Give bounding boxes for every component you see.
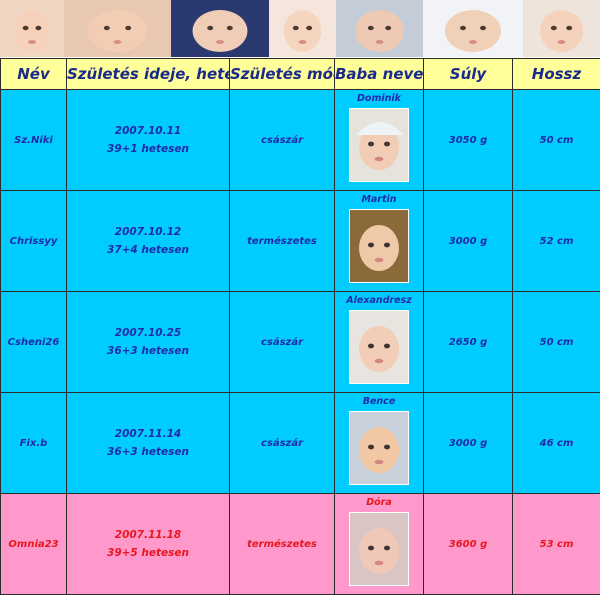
baby-face-photo: [269, 0, 336, 57]
cell-hossz: 50 cm: [513, 90, 600, 191]
cell-hossz: 46 cm: [513, 393, 600, 494]
baby-under-towel-photo: [423, 0, 523, 57]
baby-name: Bence: [335, 396, 423, 407]
cell-het: 39+5 hetesen: [67, 544, 229, 562]
cell-hossz: 50 cm: [513, 292, 600, 393]
cell-szuletes-modja: természetes: [230, 494, 335, 595]
table-row: Omnia23 2007.11.18 39+5 hetesen természe…: [1, 494, 600, 595]
sitting-baby-photo: [171, 0, 269, 57]
table-row: Sz.Niki 2007.10.11 39+1 hetesen császár …: [1, 90, 600, 191]
cell-szuletes-ideje: 2007.10.12 37+4 hetesen: [67, 191, 230, 292]
cell-szuletes-ideje: 2007.10.11 39+1 hetesen: [67, 90, 230, 191]
header-szuletes-ideje: Születés ideje, hete: [67, 59, 230, 90]
photo-banner: [0, 0, 600, 57]
cell-baba: Alexandresz: [335, 292, 424, 393]
cell-baba: Bence: [335, 393, 424, 494]
cell-baba: Martin: [335, 191, 424, 292]
cell-szuletes-ideje: 2007.10.25 36+3 hetesen: [67, 292, 230, 393]
cell-datum: 2007.11.14: [67, 425, 229, 443]
table-row: Csheni26 2007.10.25 36+3 hetesen császár…: [1, 292, 600, 393]
cell-szuletes-ideje: 2007.11.14 36+3 hetesen: [67, 393, 230, 494]
cell-szuletes-modja: császár: [230, 90, 335, 191]
baby-name: Alexandresz: [335, 295, 423, 306]
baby-name: Dóra: [335, 497, 423, 508]
cell-hossz: 53 cm: [513, 494, 600, 595]
sleeping-baby-photo: [0, 0, 64, 57]
cell-szuletes-modja: császár: [230, 292, 335, 393]
cell-het: 36+3 hetesen: [67, 443, 229, 461]
cell-szuletes-ideje: 2007.11.18 39+5 hetesen: [67, 494, 230, 595]
baby-in-blanket-photo: [336, 0, 423, 57]
header-hossz: Hossz: [513, 59, 600, 90]
cell-suly: 2650 g: [424, 292, 513, 393]
baby-bence-photo: [349, 411, 409, 485]
cell-szuletes-modja: természetes: [230, 191, 335, 292]
cell-suly: 3000 g: [424, 191, 513, 292]
cell-suly: 3600 g: [424, 494, 513, 595]
baby-name: Martin: [335, 194, 423, 205]
surprised-baby-photo: [523, 0, 600, 57]
cell-nev: Csheni26: [1, 292, 67, 393]
header-suly: Súly: [424, 59, 513, 90]
cell-het: 39+1 hetesen: [67, 140, 229, 158]
header-szuletes-modja: Születés módja: [230, 59, 335, 90]
table-row: Chrissyy 2007.10.12 37+4 hetesen termész…: [1, 191, 600, 292]
baby-dominik-photo: [349, 108, 409, 182]
table-row: Fix.b 2007.11.14 36+3 hetesen császár Be…: [1, 393, 600, 494]
birth-table: Név Születés ideje, hete Születés módja …: [0, 58, 600, 595]
cell-datum: 2007.11.18: [67, 526, 229, 544]
cell-baba: Dominik: [335, 90, 424, 191]
baby-alexandresz-photo: [349, 310, 409, 384]
header-row: Név Születés ideje, hete Születés módja …: [1, 59, 600, 90]
cell-nev: Fix.b: [1, 393, 67, 494]
cell-baba: Dóra: [335, 494, 424, 595]
cell-datum: 2007.10.11: [67, 122, 229, 140]
cell-suly: 3000 g: [424, 393, 513, 494]
cell-nev: Omnia23: [1, 494, 67, 595]
cell-het: 37+4 hetesen: [67, 241, 229, 259]
cell-datum: 2007.10.12: [67, 223, 229, 241]
baby-dora-photo: [349, 512, 409, 586]
header-nev: Név: [1, 59, 67, 90]
cell-het: 36+3 hetesen: [67, 342, 229, 360]
cell-nev: Chrissyy: [1, 191, 67, 292]
baby-name: Dominik: [335, 93, 423, 104]
cell-hossz: 52 cm: [513, 191, 600, 292]
cell-nev: Sz.Niki: [1, 90, 67, 191]
cell-datum: 2007.10.25: [67, 324, 229, 342]
baby-face-closeup-photo: [64, 0, 171, 57]
cell-szuletes-modja: császár: [230, 393, 335, 494]
baby-martin-photo: [349, 209, 409, 283]
cell-suly: 3050 g: [424, 90, 513, 191]
header-baba-neve: Baba neve: [335, 59, 424, 90]
